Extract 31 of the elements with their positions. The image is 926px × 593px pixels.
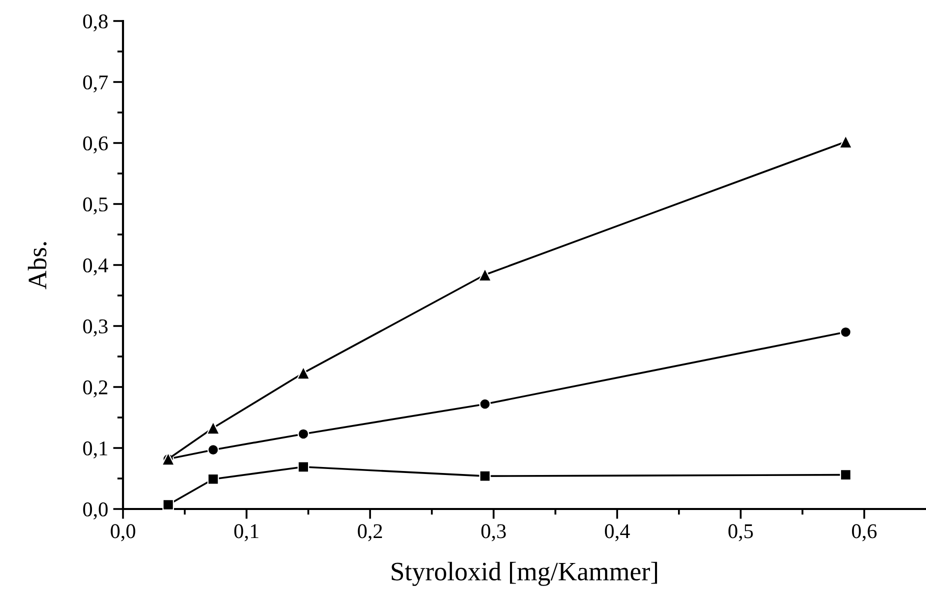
x-tick-label: 0,2	[358, 524, 382, 542]
point	[207, 444, 219, 456]
x-tick-label: 0,3	[481, 524, 506, 542]
x-tick-label: 0,6	[852, 524, 877, 542]
y-axis-title: Abs.	[28, 242, 47, 290]
x-tick-label: 0,4	[604, 524, 630, 542]
y-tick-label: 0,7	[83, 75, 108, 92]
y-tick-label: 0,3	[83, 319, 108, 336]
point	[479, 470, 491, 482]
y-tick-label: 0,2	[83, 380, 108, 398]
y-tick-label: 0,6	[83, 136, 108, 154]
point	[479, 398, 491, 410]
point	[162, 498, 174, 510]
point	[298, 461, 310, 473]
point	[207, 473, 219, 485]
point	[298, 428, 310, 440]
point	[840, 326, 852, 338]
y-tick-label: 0,5	[83, 197, 108, 214]
y-tick-label: 0,0	[83, 502, 108, 520]
point	[478, 268, 492, 282]
y-tick-label: 0,8	[83, 14, 108, 32]
x-tick-label: 0,1	[234, 524, 258, 542]
y-tick-label: 0,4	[83, 258, 108, 276]
y-tick-label: 0,1	[83, 441, 108, 458]
point	[840, 469, 852, 481]
point	[206, 421, 220, 435]
point	[838, 134, 853, 149]
x-tick-label: 0,5	[728, 524, 753, 542]
x-axis-title: Styroloxid [mg/Kammer]	[392, 562, 658, 586]
x-tick-label: 0,0	[110, 524, 136, 542]
point	[296, 366, 310, 380]
